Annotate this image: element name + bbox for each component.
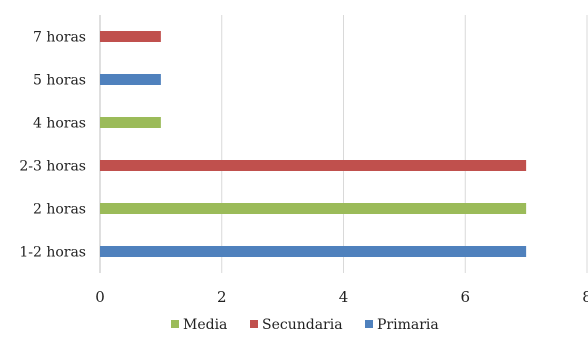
legend-swatch-secundaria	[250, 320, 258, 328]
x-tick-label: 6	[460, 288, 470, 306]
x-tick-label: 2	[217, 288, 227, 306]
x-tick-label: 4	[339, 288, 349, 306]
y-tick-label: 5 horas	[33, 73, 86, 89]
x-tick-label: 8	[582, 288, 588, 306]
y-tick-label: 4 horas	[33, 116, 86, 132]
y-tick-label: 2-3 horas	[19, 159, 86, 175]
y-tick-label: 2 horas	[33, 202, 86, 218]
legend-label-secundaria: Secundaria	[262, 317, 343, 333]
legend: Media Secundaria Primaria	[171, 317, 439, 333]
x-tick-label: 0	[95, 288, 105, 306]
y-tick-label: 1-2 horas	[19, 245, 86, 261]
bar-media-4-horas	[100, 117, 161, 128]
x-axis-tick-labels: 0 2 4 6 8	[95, 288, 588, 306]
y-axis-tick-labels: 1-2 horas 2 horas 2-3 horas 4 horas 5 horas 7…	[19, 30, 86, 261]
bar-primaria-1-2-horas	[100, 246, 527, 257]
legend-label-media: Media	[183, 317, 227, 333]
bar-secundaria-7-horas	[100, 31, 161, 42]
bars	[100, 31, 527, 257]
bar-media-2-horas	[100, 203, 527, 214]
legend-swatch-media	[171, 320, 179, 328]
bar-secundaria-2-3-horas	[100, 160, 527, 171]
gridlines	[99, 15, 588, 273]
legend-label-primaria: Primaria	[377, 317, 439, 333]
y-tick-label: 7 horas	[33, 30, 86, 46]
bar-primaria-5-horas	[100, 74, 161, 85]
legend-swatch-primaria	[365, 320, 373, 328]
